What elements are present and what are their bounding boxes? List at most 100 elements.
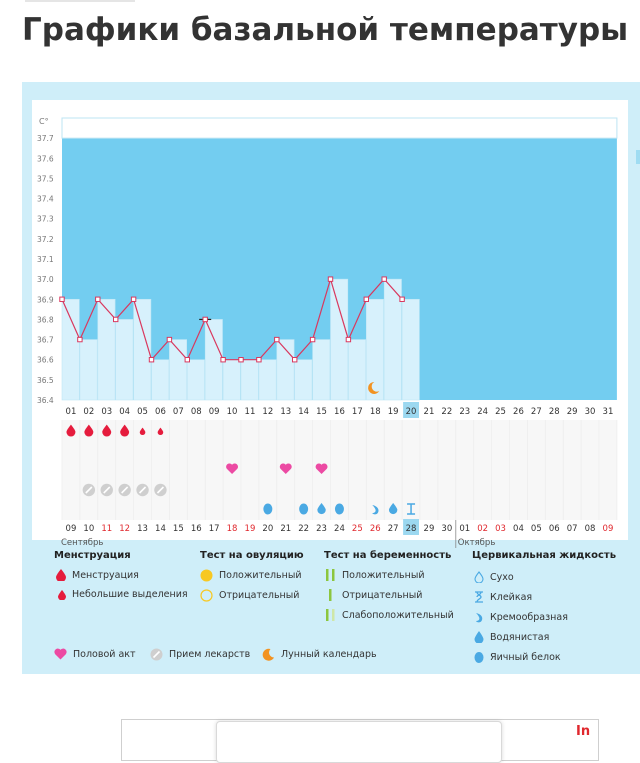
legend-cervical-sticky: Клейкая [474, 591, 532, 603]
temp-point [274, 336, 280, 343]
temp-point [399, 296, 405, 302]
x-bottom-label: 21 [280, 524, 291, 534]
current-day-highlight [403, 519, 419, 535]
x-top-label: 10 [227, 407, 238, 417]
y-tick-label: 36.5 [37, 376, 54, 385]
creamy-drop-icon [476, 613, 483, 623]
legend-lunar: Лунный календарь [262, 648, 377, 661]
x-top-label: 20 [406, 407, 417, 417]
x-bottom-label: 05 [531, 524, 542, 534]
temp-point [363, 296, 370, 302]
temp-bar [294, 359, 313, 401]
x-bottom-label: 14 [155, 524, 166, 534]
legend-ovulation-positive-label: Положительный [219, 570, 302, 581]
temp-point [59, 296, 65, 302]
creamy-drop-icon [372, 505, 379, 515]
x-bottom-label: 23 [316, 524, 327, 534]
current-day-highlight [403, 402, 419, 418]
x-top-label: 17 [352, 407, 363, 417]
pregnancy-weak-icon [326, 609, 335, 621]
x-bottom-label: 16 [191, 524, 202, 534]
x-top-label: 09 [209, 407, 220, 417]
y-tick-label: 37.2 [37, 235, 54, 244]
legend-ovulation-negative: Отрицательный [200, 589, 299, 602]
temp-point [327, 276, 334, 282]
legend-cervical-egg-white-label: Яичный белок [490, 651, 561, 663]
x-bottom-label: 11 [101, 524, 112, 534]
x-top-label: 03 [101, 407, 112, 417]
x-bottom-label: 01 [459, 524, 470, 534]
legend-cervical-watery: Водянистая [474, 631, 549, 643]
x-bottom-label: 06 [549, 524, 560, 534]
x-top-label: 11 [245, 407, 256, 417]
x-top-label: 19 [388, 407, 399, 417]
x-top-label: 13 [280, 407, 291, 417]
legend-pregnancy-positive-label: Положительный [342, 569, 425, 581]
legend-menstruation: Менструация [56, 569, 139, 581]
pregnancy-positive-icon [326, 569, 335, 581]
legend-intercourse-label: Половой акт [73, 648, 136, 660]
legend-intercourse: Половой акт [54, 648, 136, 660]
x-top-label: 05 [137, 407, 148, 417]
egg-white-icon [334, 503, 344, 515]
x-bottom-label: 09 [66, 524, 77, 534]
temp-point [184, 357, 191, 363]
ovulation-positive-icon [200, 569, 213, 582]
x-top-label: 25 [495, 407, 506, 417]
x-bottom-label: 18 [227, 524, 238, 534]
y-tick-label: 37.5 [37, 174, 54, 183]
legend-pregnancy-positive: Положительный [326, 569, 425, 581]
temp-bar [97, 298, 116, 401]
pregnancy-negative-icon [329, 589, 332, 601]
x-top-label: 21 [424, 407, 435, 417]
pill-icon-stroke [156, 486, 165, 494]
temp-point [309, 336, 316, 343]
x-top-label: 31 [603, 407, 614, 417]
legend-spotting: Небольшие выделения [58, 589, 188, 600]
x-bottom-label: 27 [388, 524, 399, 534]
y-tick-label: 36.4 [37, 396, 54, 405]
x-bottom-label: 15 [173, 524, 184, 534]
x-top-label: 07 [173, 407, 184, 417]
temp-bar [187, 359, 205, 401]
x-top-label: 22 [441, 407, 452, 417]
legend-title-pregnancy: Тест на беременность [324, 550, 452, 561]
linkedin-badge[interactable]: In [576, 724, 591, 739]
heart-icon [54, 648, 67, 660]
x-top-label: 30 [585, 407, 596, 417]
legend-cervical-egg-white: Яичный белок [474, 651, 561, 663]
x-bottom-label: 12 [119, 524, 130, 534]
legend-pregnancy-negative: Отрицательный [326, 589, 422, 601]
legend-pregnancy-weak: Слабоположительный [326, 609, 454, 621]
y-tick-label: 37.4 [37, 195, 54, 204]
legend-pregnancy-weak-label: Слабоположительный [342, 609, 454, 621]
x-top-label: 01 [66, 407, 77, 417]
x-bottom-label: 20 [262, 524, 273, 534]
legend-cervical-sticky-label: Клейкая [490, 591, 533, 603]
x-top-label: 15 [316, 407, 327, 417]
scroll-edge-marker [636, 150, 640, 164]
x-bottom-label: 19 [245, 524, 256, 534]
y-tick-label: 36.8 [37, 315, 54, 324]
x-top-label: 06 [155, 407, 166, 417]
temp-point [77, 336, 83, 343]
pill-icon-stroke [121, 486, 129, 494]
heart-icon [315, 463, 328, 474]
temp-point [113, 316, 119, 323]
y-tick-label: 37.6 [37, 154, 54, 163]
temp-point [148, 357, 155, 363]
small-blood-drop-icon [157, 427, 164, 436]
x-bottom-label: 25 [352, 524, 363, 534]
temp-point [381, 276, 387, 282]
temp-bar [348, 339, 366, 401]
chart-top-band [61, 117, 618, 139]
month-label-next: Октябрь [458, 538, 496, 548]
x-bottom-label: 08 [585, 524, 596, 534]
markers-area [62, 420, 617, 520]
temp-bar [240, 359, 259, 401]
x-top-label: 18 [370, 407, 381, 417]
sticky-hourglass-icon [407, 503, 416, 515]
temp-bar [204, 319, 223, 401]
y-tick-label: 36.7 [37, 336, 54, 345]
legend-lunar-label: Лунный календарь [281, 649, 377, 660]
